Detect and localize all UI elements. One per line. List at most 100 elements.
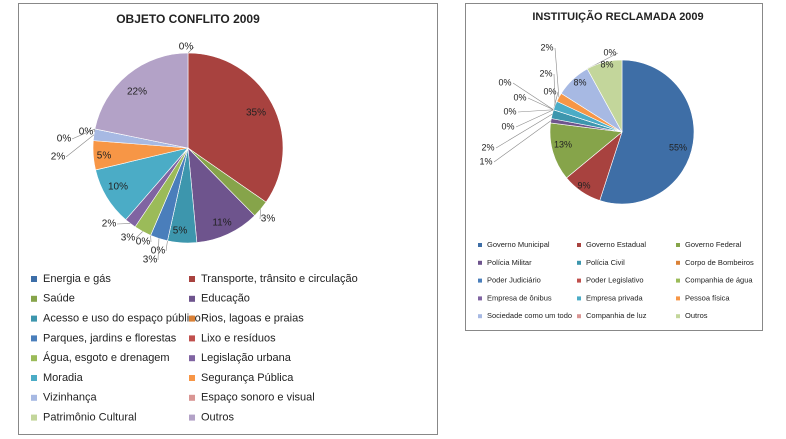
legend-swatch [31, 375, 37, 381]
leader-line [554, 47, 560, 98]
legend-label: Poder Legislativo [586, 276, 644, 285]
legend-swatch [31, 335, 37, 342]
data-label: 0% [603, 47, 616, 57]
data-label: 8% [600, 59, 613, 69]
legend-swatch [577, 278, 581, 283]
leader-line [515, 109, 554, 128]
legend-swatch [31, 394, 37, 401]
legend-swatch [577, 243, 581, 247]
pie-slice [187, 147, 256, 243]
leader-line [116, 223, 131, 225]
data-label: 10% [108, 182, 128, 193]
data-label: 0% [501, 121, 514, 131]
chart-title: INSTITUIÇÃO RECLAMADA 2009 [532, 10, 703, 23]
legend-swatch [478, 243, 482, 247]
data-label: 35% [246, 108, 266, 119]
legend-swatch [478, 314, 482, 319]
data-label: 0% [503, 106, 516, 116]
legend-swatch [577, 260, 581, 265]
legend-label: Sociedade como um todo [487, 311, 572, 320]
leader-line [553, 73, 556, 106]
legend-label: Outros [201, 412, 235, 424]
data-label: 0% [498, 77, 511, 87]
legend-label: Outros [685, 311, 708, 320]
data-label: 2% [51, 152, 66, 163]
legend-label: Empresa de ônibus [487, 293, 552, 302]
legend-label: Vizinhança [43, 392, 97, 404]
leader-line [135, 231, 143, 239]
legend-label: Patrimônio Cultural [43, 412, 137, 424]
legend-swatch [189, 335, 195, 342]
data-label: 55% [669, 142, 687, 152]
legend-swatch [189, 315, 195, 322]
legend-swatch [577, 314, 581, 319]
data-label: 0% [179, 42, 194, 53]
data-label: 3% [121, 233, 136, 244]
legend-label: Polícia Militar [487, 258, 532, 267]
legend-label: Espaço sonoro e visual [201, 392, 315, 404]
legend-label: Companhia de água [685, 276, 753, 285]
leader-line [65, 134, 95, 158]
legend-label: Parques, jardins e florestas [43, 332, 177, 344]
data-label: 0% [543, 86, 556, 96]
legend-label: Companhia de luz [586, 311, 647, 320]
legend-label: Lixo e resíduos [201, 332, 276, 344]
leader-line [493, 120, 552, 163]
leader-line [93, 128, 96, 133]
data-label: 0% [513, 92, 526, 102]
pie-slice [549, 122, 623, 179]
legend-swatch [478, 296, 482, 301]
legend-swatch [189, 355, 195, 362]
legend-label: Água, esgoto e drenagem [43, 351, 170, 364]
legend-label: Energia e gás [43, 273, 111, 285]
data-label: 0% [79, 127, 94, 138]
data-label: 1% [479, 156, 492, 166]
data-label: 3% [261, 214, 276, 225]
legend-swatch [189, 394, 195, 401]
legend-swatch [676, 278, 680, 283]
legend-swatch [676, 314, 680, 319]
pie-slice [94, 52, 189, 149]
leader-line [517, 109, 554, 113]
legend-label: Poder Judiciário [487, 276, 541, 285]
legend-label: Saúde [43, 293, 75, 305]
legend-label: Moradia [43, 372, 84, 384]
chart-title: OBJETO CONFLITO 2009 [116, 12, 260, 26]
legend-swatch [31, 295, 37, 302]
data-label: 2% [539, 68, 552, 78]
leader-line [527, 97, 554, 111]
data-label: 13% [554, 139, 572, 149]
legend-swatch [189, 295, 195, 302]
data-label: 0% [57, 134, 72, 145]
pie-slice [586, 59, 623, 133]
legend-label: Governo Estadual [586, 240, 646, 249]
leader-line [512, 82, 554, 111]
leader-line [259, 209, 261, 220]
leader-line [495, 113, 553, 149]
data-label: 0% [151, 246, 166, 257]
legend-swatch [31, 355, 37, 362]
pie-slice [187, 52, 284, 203]
data-label: 2% [540, 42, 553, 52]
legend-swatch [189, 276, 195, 282]
legend-swatch [577, 296, 581, 301]
legend-label: Pessoa física [685, 293, 730, 302]
legend-swatch [189, 375, 195, 381]
legend-label: Empresa privada [586, 293, 644, 302]
legend-label: Governo Federal [685, 240, 742, 249]
legend-swatch [31, 414, 37, 421]
legend-label: Acesso e uso do espaço público [43, 313, 201, 325]
legend-label: Polícia Civil [586, 258, 625, 267]
legend-swatch [478, 260, 482, 265]
leader-line [187, 46, 195, 54]
legend-swatch [478, 278, 482, 283]
legend-swatch [676, 243, 680, 247]
legend-label: Segurança Pública [201, 372, 294, 384]
pie-slice [599, 59, 695, 205]
data-label: 11% [212, 218, 231, 229]
legend-label: Legislação urbana [201, 352, 292, 364]
legend-label: Rios, lagoas e praias [201, 313, 304, 325]
data-label: 2% [481, 142, 494, 152]
legend-swatch [31, 315, 37, 322]
